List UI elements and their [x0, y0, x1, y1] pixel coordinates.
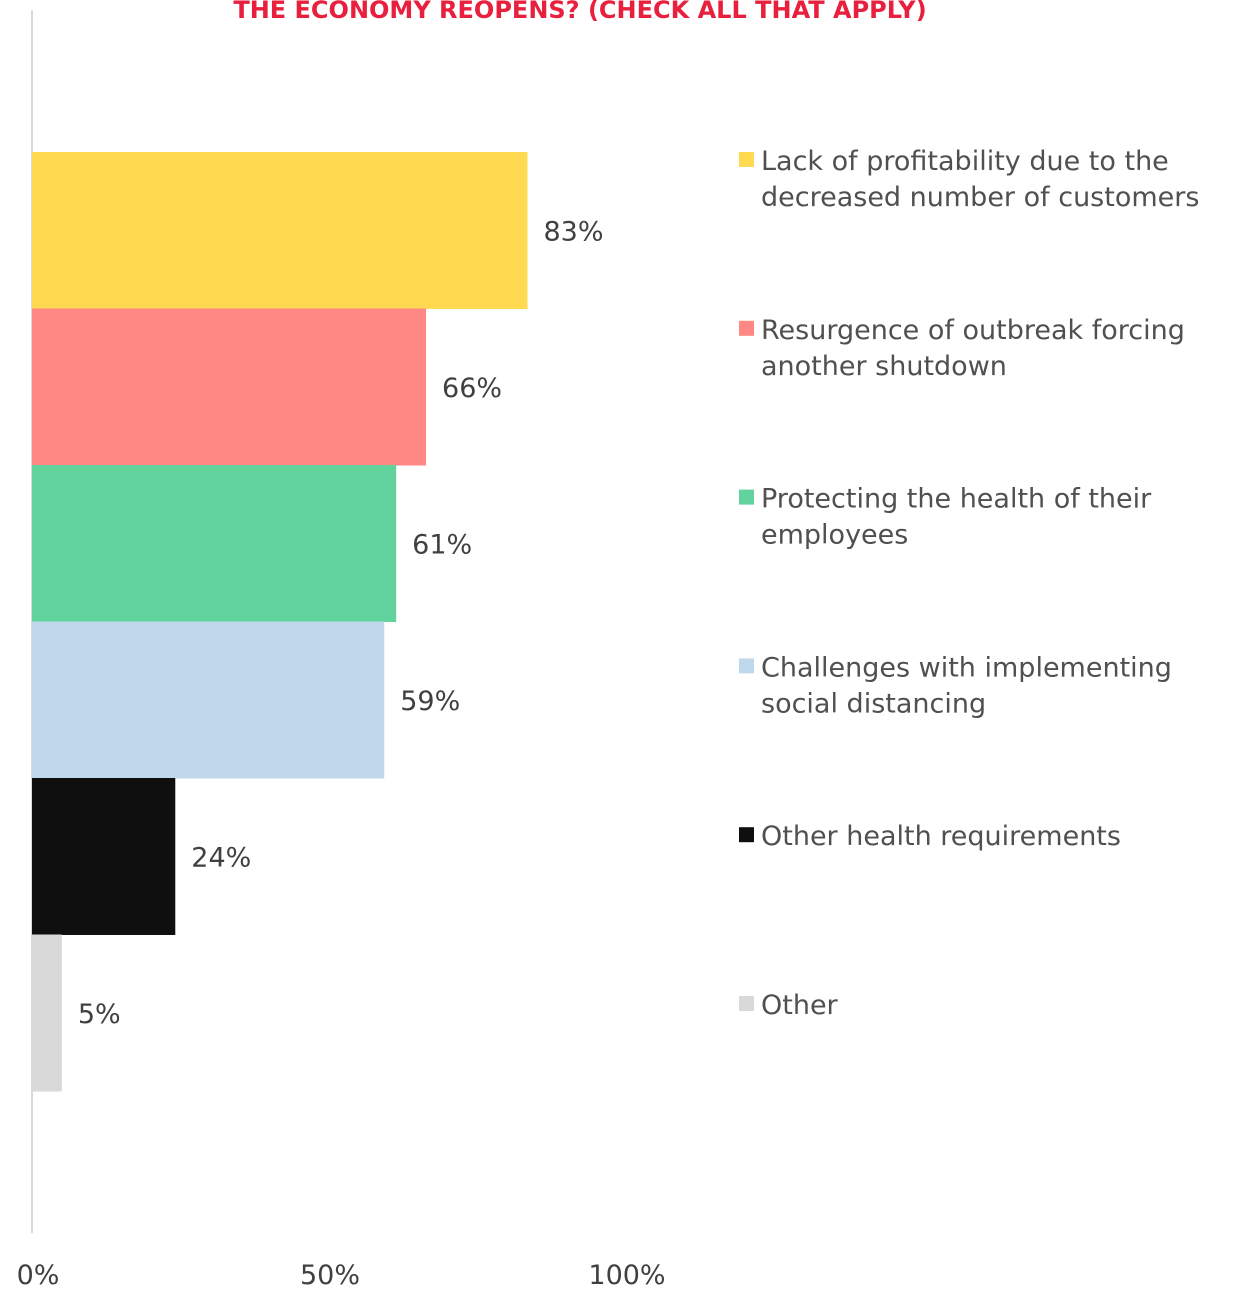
legend-swatch-3 — [739, 489, 754, 505]
value-label-3: 61% — [412, 529, 472, 560]
legend-label-5-line-1: Other health requirements — [761, 821, 1121, 852]
legend-label-1-line-1: Lack of profitability due to the — [761, 146, 1169, 177]
bars-layer — [32, 152, 528, 1092]
x-tick-label-3: 100% — [588, 1260, 665, 1287]
legend-label-4-line-1: Challenges with implementing — [761, 652, 1172, 683]
legend-swatch-2 — [739, 320, 754, 336]
chart-title: THE ECONOMY REOPENS? (CHECK ALL THAT APP… — [233, 0, 926, 24]
legend-label-6-line-1: Other — [761, 990, 839, 1021]
value-labels-layer: 83% 66% 61% 59% 24% 5% — [78, 216, 604, 1030]
bar-5 — [32, 778, 176, 935]
legend-label-4-line-2: social distancing — [761, 688, 986, 719]
legend-swatch-1 — [739, 152, 754, 167]
legend-label-3-line-1: Protecting the health of their — [761, 484, 1152, 515]
x-ticks-layer: 0% 50% 100% — [17, 1260, 666, 1291]
bar-6 — [32, 934, 62, 1092]
value-label-1: 83% — [544, 216, 604, 247]
value-label-2: 66% — [442, 373, 502, 404]
bar-1 — [32, 152, 528, 309]
bar-4 — [32, 621, 385, 779]
legend-label-2-line-2: another shutdown — [761, 351, 1007, 382]
legend-label-2-line-1: Resurgence of outbreak forcing — [761, 315, 1185, 346]
x-tick-label-2: 50% — [300, 1260, 360, 1287]
legend-swatch-5 — [739, 827, 754, 843]
legend: Lack of profitability due to the decrease… — [739, 146, 1199, 1021]
legend-label-3-line-2: employees — [761, 520, 908, 551]
value-label-4: 59% — [400, 686, 460, 717]
x-tick-label-1: 0% — [17, 1260, 60, 1287]
legend-swatch-4 — [739, 658, 754, 674]
legend-label-1-line-2: decreased number of customers — [761, 182, 1199, 213]
bar-3 — [32, 465, 397, 622]
value-label-6: 5% — [78, 999, 121, 1030]
value-label-5: 24% — [191, 842, 251, 873]
bar-2 — [32, 308, 427, 466]
legend-swatch-6 — [739, 996, 754, 1011]
